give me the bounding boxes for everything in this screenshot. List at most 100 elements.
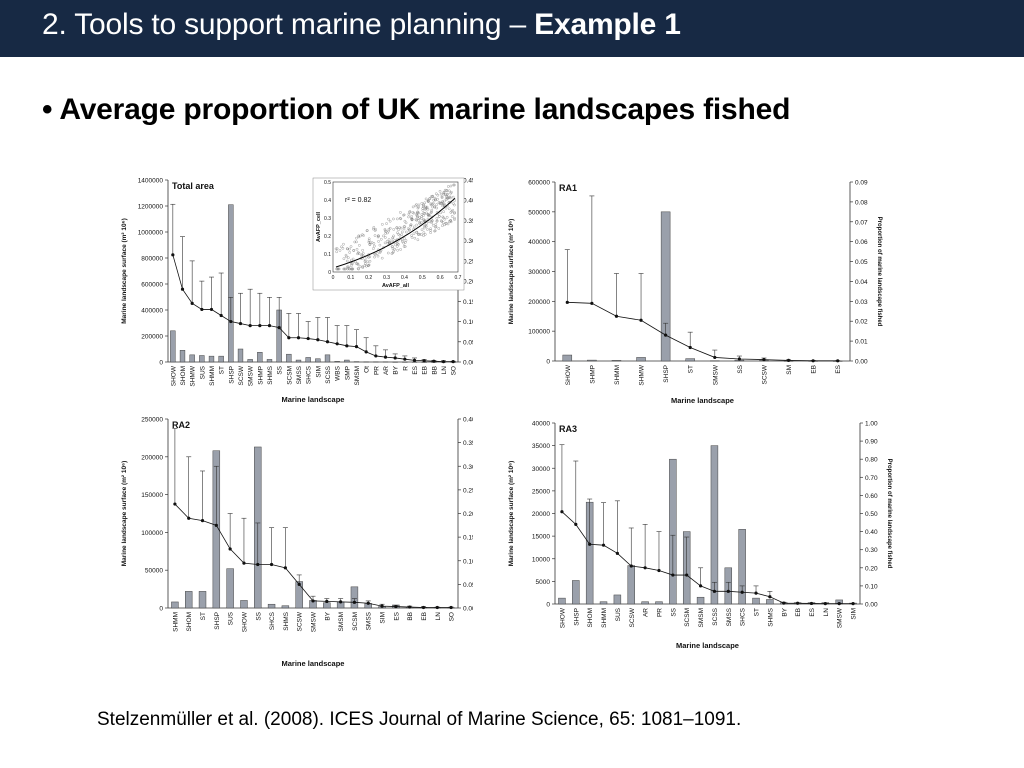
proportion-point-shsp	[214, 523, 218, 527]
proportion-point-shmp	[590, 301, 594, 305]
proportion-point-smp	[345, 344, 349, 348]
inset-point	[395, 226, 399, 230]
inset-point	[431, 223, 435, 227]
proportion-point-shcs	[306, 336, 310, 341]
y-tick-label: 100000	[528, 329, 550, 336]
inset-point	[350, 262, 353, 266]
x-tick-label-shmw: SHMW	[190, 365, 197, 386]
y-tick-label: 1400000	[138, 178, 164, 185]
inset-point	[435, 203, 438, 206]
proportion-point-sim	[380, 604, 384, 608]
x-tick-label-ln: LN	[823, 608, 830, 617]
bar-st	[685, 358, 695, 362]
x-tick-label-ln: LN	[435, 612, 442, 621]
y2-tick-label: 0.05	[463, 582, 473, 589]
proportion-point-es	[836, 359, 840, 363]
bar-shmp	[257, 352, 263, 363]
inset-point	[453, 211, 456, 215]
bar-shsp	[228, 204, 234, 363]
proportion-point-ln	[435, 605, 439, 610]
inset-point	[344, 253, 348, 257]
inset-point	[416, 238, 420, 242]
proportion-point-shms	[267, 324, 272, 328]
bar-show	[558, 597, 566, 605]
y2-tick-label: 0.90	[865, 439, 878, 446]
proportion-point-so	[451, 359, 455, 364]
x-tick-label-scsw: SCSW	[629, 607, 636, 627]
inset-point	[437, 227, 441, 230]
proportion-point-smsw	[248, 324, 252, 328]
x-tick-label-shcs: SHCS	[306, 365, 313, 384]
proportion-point-st	[688, 345, 692, 350]
inset-point	[347, 256, 350, 259]
proportion-point-scsw	[629, 564, 633, 568]
inset-point	[355, 236, 358, 240]
proportion-point-sim	[316, 338, 320, 342]
inset-point	[424, 207, 427, 210]
inset-point	[421, 209, 425, 212]
inset-point	[404, 221, 408, 225]
inset-point	[394, 243, 397, 247]
inset-point	[445, 198, 448, 201]
inset-point	[391, 247, 395, 251]
inset-point	[446, 222, 450, 226]
inset-point	[425, 205, 429, 209]
slide-title-bold: Example 1	[534, 8, 681, 41]
inset-point	[434, 225, 438, 229]
x-tick-label-show: SHOW	[170, 365, 177, 386]
inset-point	[439, 192, 443, 196]
inset-point	[390, 245, 394, 248]
chart-total-area: 0 200000 400000 600000 800000 1000000 1200000 1…	[121, 178, 473, 405]
proportion-point-shsp	[229, 319, 233, 324]
x-tick-label-shmm: SHMM	[172, 612, 179, 632]
inset-point	[416, 217, 420, 220]
inset-point	[445, 189, 449, 192]
inset-point	[376, 254, 380, 258]
bar-ot	[363, 361, 369, 363]
bar-shmw	[189, 354, 195, 363]
inset-point	[400, 230, 404, 234]
proportion-point-sus	[228, 547, 232, 551]
x-tick-label-r: R	[402, 366, 409, 371]
inset-x-tick-label: 0	[332, 275, 335, 281]
inset-point	[365, 264, 368, 268]
inset-point	[349, 267, 353, 271]
inset-point	[436, 193, 440, 197]
y2-tick-label: 0.07	[855, 219, 868, 226]
inset-point	[365, 229, 369, 232]
inset-point	[398, 226, 401, 229]
x-tick-label-eb: EB	[811, 365, 818, 374]
proportion-point-es	[394, 604, 398, 609]
inset-point	[367, 264, 370, 267]
proportion-point-scss	[712, 589, 717, 593]
proportion-point-st	[219, 313, 223, 318]
inset-point	[417, 232, 420, 236]
x-tick-label-smss: SMSS	[726, 607, 733, 626]
proportion-point-pr	[374, 354, 378, 358]
x-tick-label-shms: SHMS	[283, 611, 290, 630]
bar-ar	[382, 361, 389, 363]
bar-r	[402, 361, 408, 363]
bar-sim	[315, 358, 321, 363]
inset-point	[380, 237, 383, 241]
y-axis-label: Marine landscape surface (m² 10⁶)	[121, 218, 128, 324]
inset-point	[449, 184, 453, 188]
x-tick-label-shmm: SHMM	[209, 366, 216, 386]
y-tick-label: 400000	[141, 308, 163, 315]
inset-point	[418, 221, 422, 225]
inset-point	[433, 229, 437, 233]
y2-tick-label: 0.15	[463, 535, 473, 542]
bar-shmm	[611, 360, 622, 362]
y2-tick-label: 0.10	[463, 558, 473, 565]
inset-point	[363, 258, 367, 262]
proportion-point-scsm	[685, 573, 689, 577]
y2-tick-label: 0.00	[463, 360, 473, 367]
proportion-point-sus	[200, 307, 204, 312]
inset-point	[342, 267, 346, 271]
x-tick-label-ot: Ot	[364, 366, 371, 373]
inset-point	[355, 240, 358, 244]
proportion-point-scsm	[352, 600, 357, 604]
inset-point	[440, 196, 444, 199]
x-tick-label-smss: SMSS	[296, 365, 303, 384]
inset-point	[441, 224, 444, 227]
